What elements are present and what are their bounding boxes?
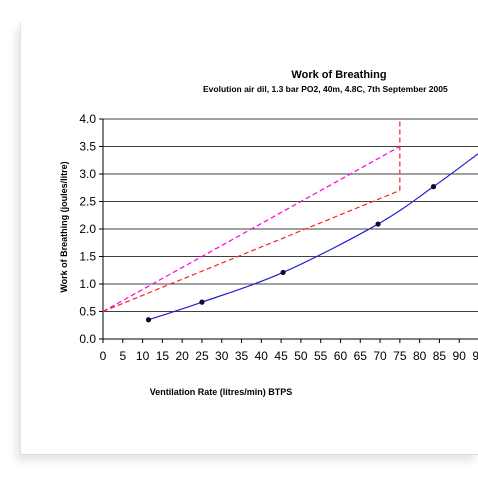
gridlines — [103, 118, 478, 312]
y-tick-labels: 0.0 0.5 1.0 1.5 2.0 2.5 3.0 3.5 4.0 — [79, 112, 96, 346]
y-tick-label: 4.0 — [79, 112, 96, 126]
data-point — [430, 184, 437, 190]
series — [102, 119, 478, 323]
data-point — [199, 299, 205, 305]
x-tick-label: 60 — [334, 349, 348, 363]
x-tick-labels: 05 10 15 20 25 30 35 40 45 50 55 60 65 70 75 80 85 90 95 — [100, 349, 478, 363]
series-line-0 — [148, 153, 478, 321]
axes — [99, 118, 478, 343]
data-point — [280, 269, 286, 276]
work-of-breathing-chart: Work of Breathing Evolution air dil, 1.3… — [59, 69, 478, 397]
x-tick-label: 55 — [314, 349, 328, 363]
x-tick-label: 5 — [119, 349, 126, 363]
x-tick-label: 40 — [255, 349, 269, 363]
x-tick-label: 0 — [100, 349, 107, 363]
x-tick-label: 30 — [215, 349, 229, 363]
y-axis-title: Work of Breathing (joules/litre) — [59, 161, 69, 292]
chart-frame: Work of Breathing Evolution air dil, 1.3… — [20, 22, 478, 455]
y-tick-label: 1.0 — [79, 277, 96, 291]
x-tick-label: 95 — [472, 349, 478, 363]
x-tick-label: 20 — [175, 349, 189, 363]
series-line-1 — [102, 145, 401, 313]
x-tick-label: 90 — [453, 349, 467, 363]
data-point — [145, 317, 152, 323]
y-tick-label: 1.5 — [79, 250, 96, 264]
x-tick-label: 10 — [136, 349, 150, 363]
x-tick-label: 35 — [235, 349, 249, 363]
chart-subtitle: Evolution air dil, 1.3 bar PO2, 40m, 4.8… — [203, 84, 448, 94]
x-tick-label: 75 — [393, 349, 407, 363]
x-tick-label: 15 — [156, 349, 170, 363]
x-tick-label: 80 — [413, 349, 427, 363]
y-tick-label: 3.5 — [79, 140, 96, 154]
data-point — [375, 221, 381, 227]
x-tick-label: 50 — [294, 349, 308, 363]
x-tick-label: 45 — [274, 349, 288, 363]
chart-title: Work of Breathing — [291, 69, 386, 81]
x-axis-title: Ventilation Rate (litres/min) BTPS — [150, 387, 293, 397]
y-tick-label: 2.0 — [79, 222, 96, 236]
y-tick-label: 2.5 — [79, 195, 96, 209]
y-tick-label: 0.0 — [79, 332, 96, 346]
y-tick-label: 0.5 — [79, 305, 96, 319]
x-tick-label: 85 — [433, 349, 447, 363]
x-tick-label: 65 — [354, 349, 368, 363]
series-line-2 — [102, 189, 401, 313]
y-tick-label: 3.0 — [79, 167, 96, 181]
x-tick-label: 70 — [373, 349, 387, 363]
x-tick-label: 25 — [195, 349, 209, 363]
